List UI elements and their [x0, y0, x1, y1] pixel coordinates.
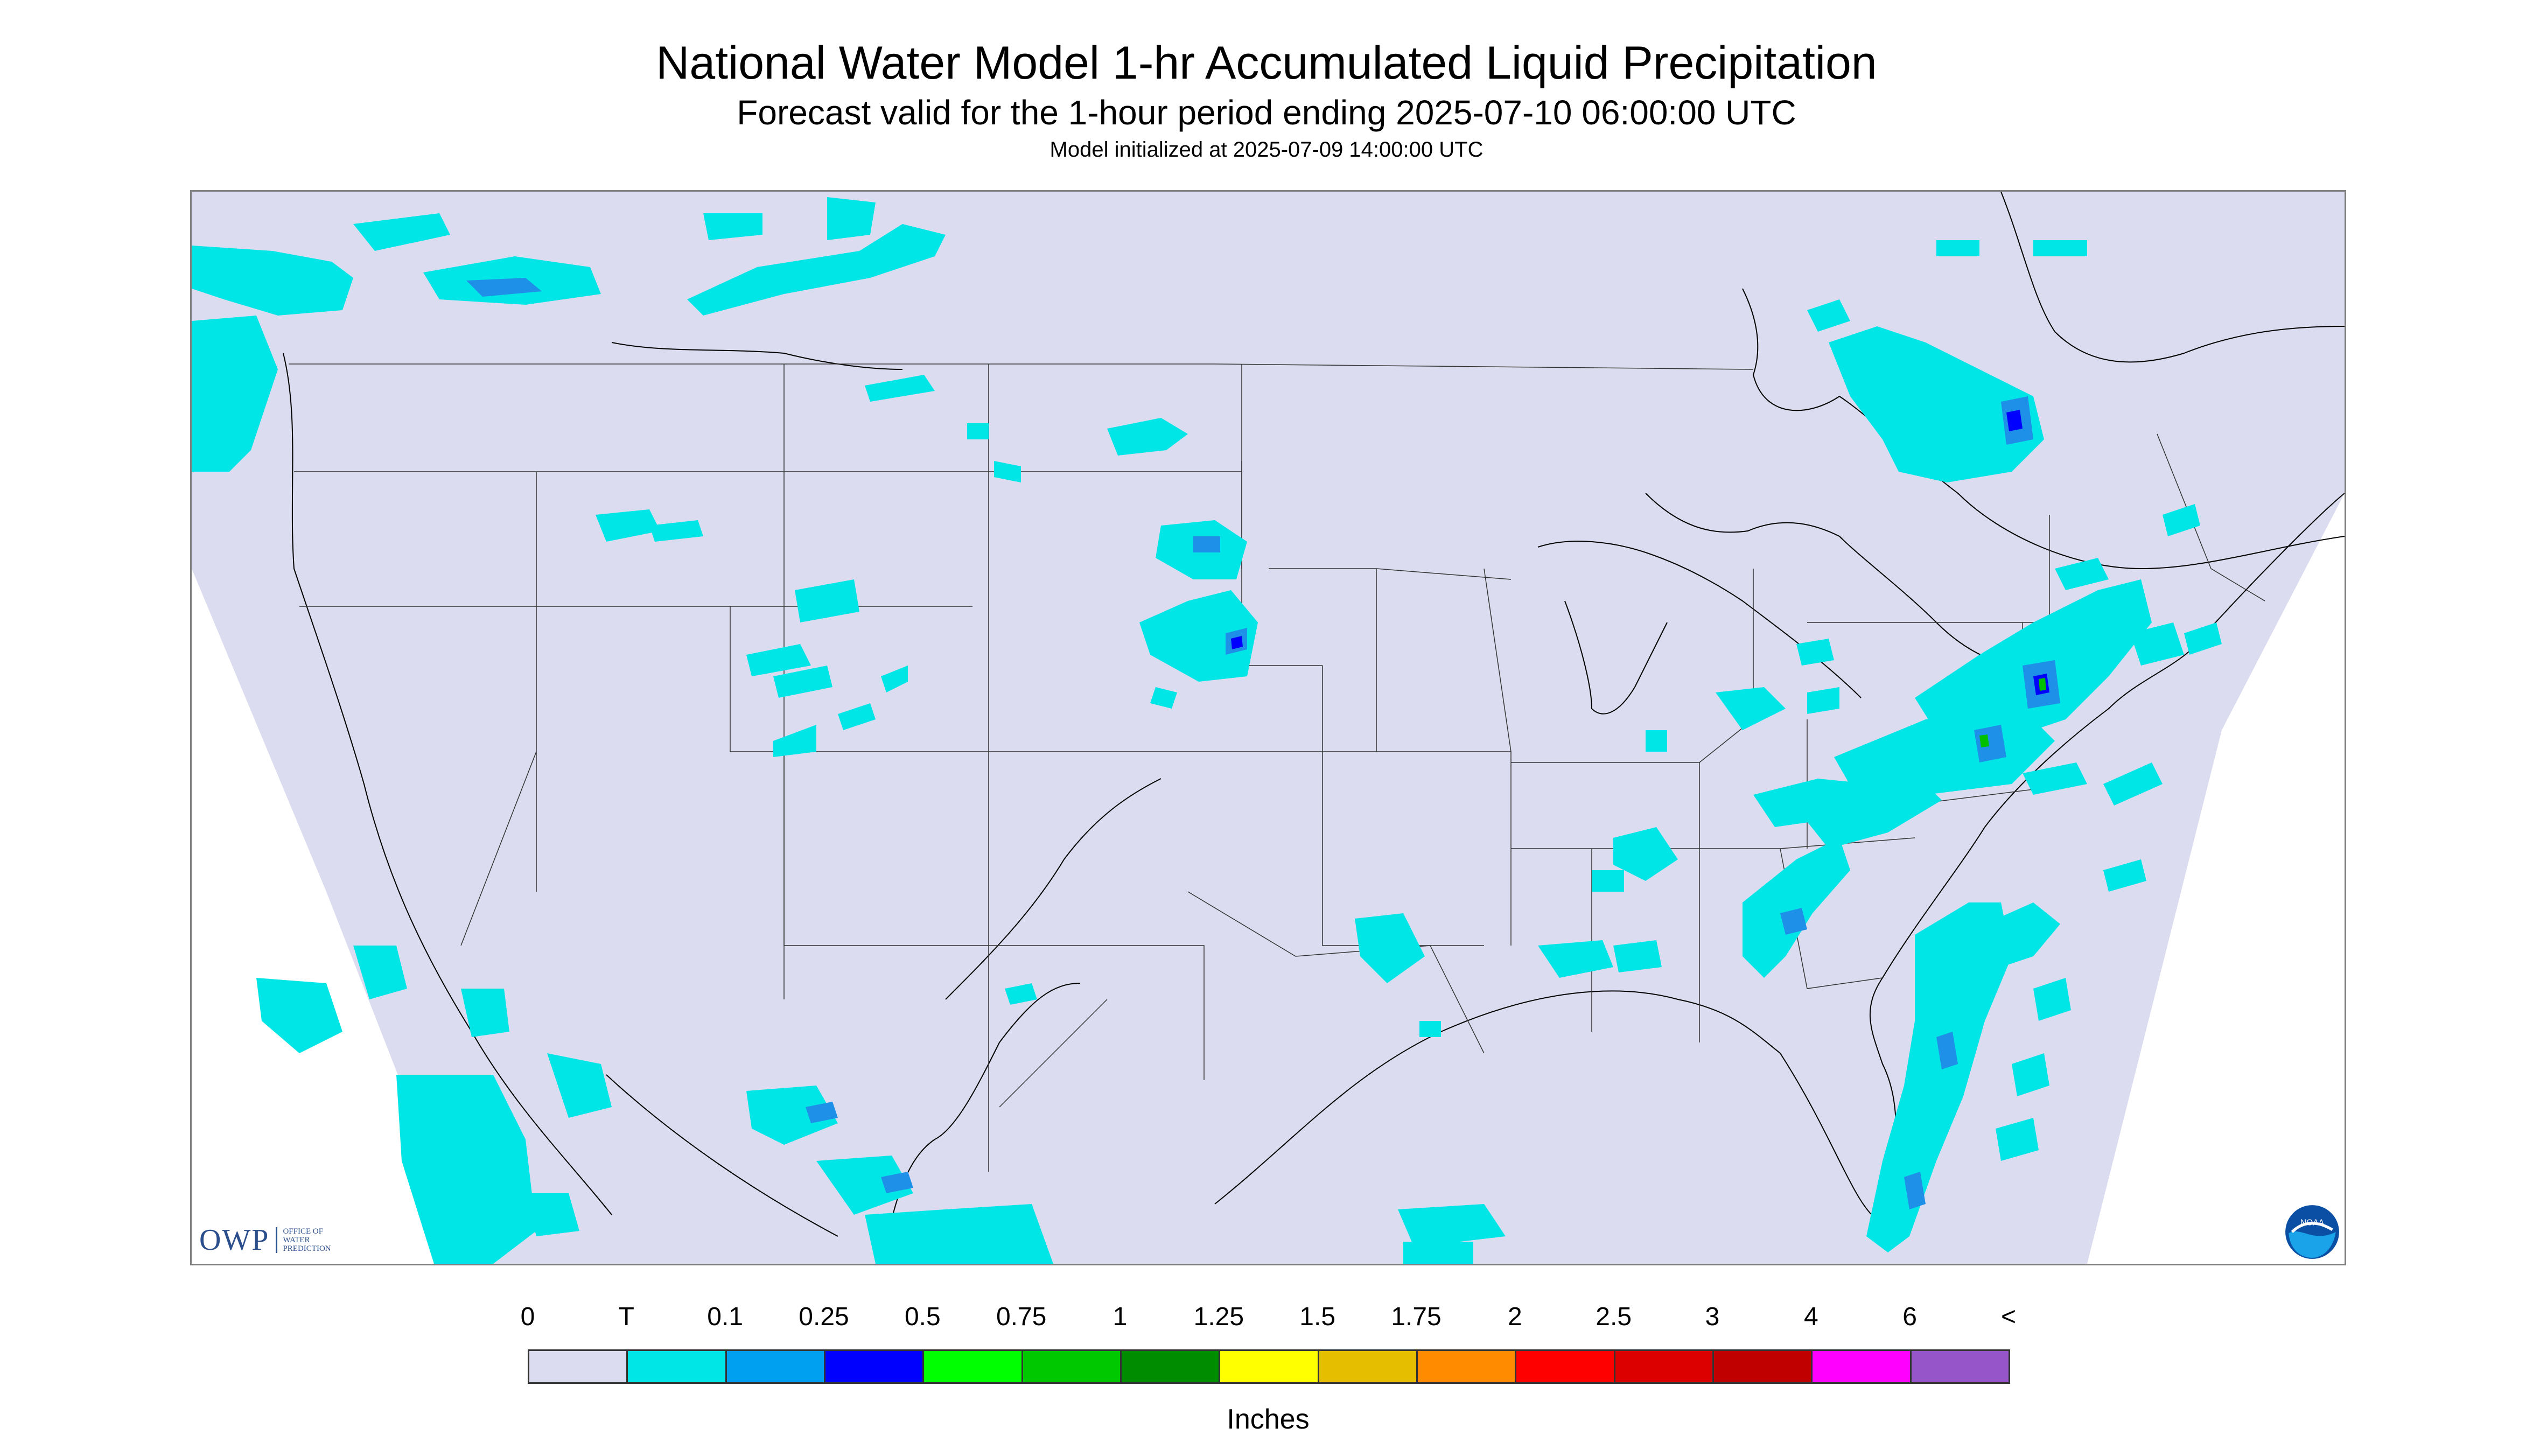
legend-tick-label: 0.5	[904, 1303, 941, 1331]
legend-tick-label: 2.5	[1596, 1303, 1632, 1331]
legend-tick-label: 4	[1803, 1303, 1818, 1331]
model-domain	[192, 192, 2345, 1264]
model-init-label: Model initialized at 2025-07-09 14:00:00…	[1049, 138, 1484, 162]
map-title: National Water Model 1-hr Accumulated Li…	[656, 37, 1877, 89]
coastlines	[283, 192, 2345, 1264]
noaa-logo-text: NOAA	[2300, 1219, 2325, 1228]
precip-intense	[1231, 410, 2049, 695]
precip-legend: 0 T 0.1 0.25 0.5 0.75 1 1.25 1.5 1.75 2 2.5 3 4 6 < Inc…	[521, 1302, 2016, 1448]
legend-tick-label: 1.75	[1391, 1303, 1442, 1331]
legend-swatch	[1613, 1349, 1714, 1384]
legend-swatch	[1909, 1349, 2010, 1384]
owp-logo: OWP OFFICE OF WATER PREDICTION	[199, 1221, 342, 1259]
legend-tick-label: 1.25	[1193, 1303, 1244, 1331]
legend-tick-label: 0.75	[996, 1303, 1047, 1331]
legend-tick-label: 1	[1112, 1303, 1128, 1331]
owp-subtitle: OFFICE OF WATER PREDICTION	[276, 1227, 342, 1253]
map-canvas	[192, 192, 2345, 1264]
precipitation-map	[190, 190, 2346, 1265]
legend-tick-label: 0.1	[707, 1303, 744, 1331]
legend-swatch	[1515, 1349, 1615, 1384]
precip-extreme	[1979, 678, 2046, 747]
legend-swatch	[824, 1349, 925, 1384]
precip-trace	[192, 197, 2222, 1264]
owp-wordmark: OWP	[199, 1223, 270, 1257]
legend-swatch	[626, 1349, 727, 1384]
legend-tick-label: 0	[520, 1303, 535, 1331]
legend-swatch	[1712, 1349, 1813, 1384]
legend-tick-label: <	[2000, 1303, 2017, 1331]
legend-swatch	[1120, 1349, 1221, 1384]
precip-heavy	[466, 278, 2060, 1209]
legend-tick-label: 6	[1902, 1303, 1918, 1331]
legend-swatch	[1219, 1349, 1319, 1384]
legend-swatch	[922, 1349, 1023, 1384]
legend-tick-label: 3	[1705, 1303, 1720, 1331]
legend-swatch	[528, 1349, 628, 1384]
state-boundaries	[289, 363, 2265, 1172]
legend-units: Inches	[1227, 1404, 1310, 1435]
legend-tick-label: 1.5	[1299, 1303, 1336, 1331]
legend-tick-label: 0.25	[799, 1303, 849, 1331]
legend-swatch	[725, 1349, 825, 1384]
legend-swatch	[1416, 1349, 1517, 1384]
map-subtitle: Forecast valid for the 1-hour period end…	[737, 93, 1796, 132]
legend-swatch	[1317, 1349, 1418, 1384]
legend-swatch	[1811, 1349, 1912, 1384]
noaa-logo-icon: NOAA	[2285, 1205, 2339, 1259]
legend-swatch	[1021, 1349, 1122, 1384]
legend-tick-label: T	[618, 1303, 634, 1331]
legend-tick-label: 2	[1507, 1303, 1522, 1331]
